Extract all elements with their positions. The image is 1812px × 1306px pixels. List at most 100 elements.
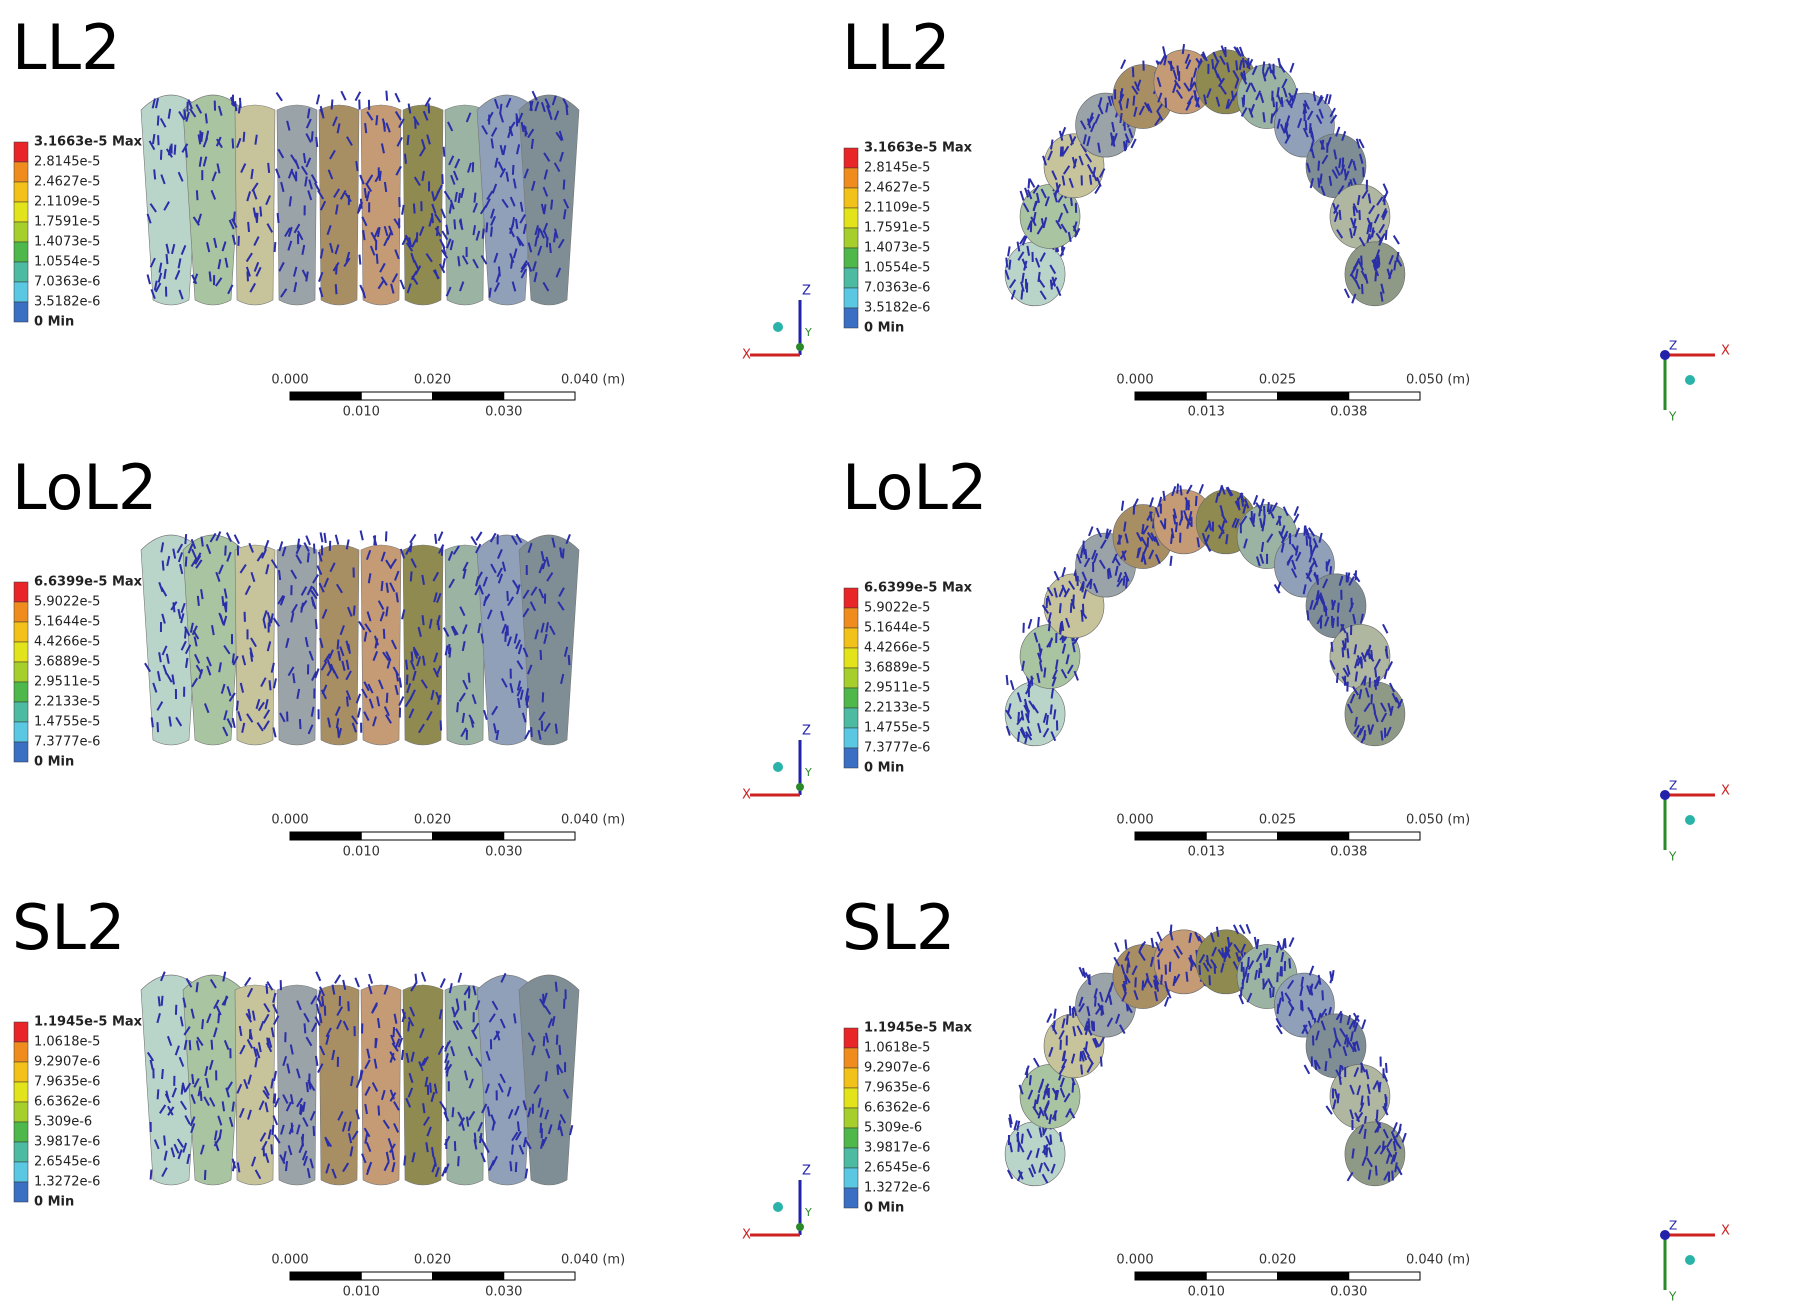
legend-swatch — [843, 627, 859, 649]
displacement-arrow — [445, 1063, 453, 1074]
displacement-arrow — [206, 242, 211, 253]
displacement-arrow — [238, 1025, 243, 1037]
displacement-arrow — [488, 287, 492, 298]
displacement-arrow — [1384, 648, 1389, 659]
displacement-arrow — [405, 1052, 410, 1063]
displacement-arrow — [226, 1081, 233, 1091]
displacement-arrow — [177, 552, 184, 563]
displacement-arrow — [1304, 525, 1309, 536]
displacement-arrow — [329, 149, 336, 160]
scale-segment — [360, 831, 433, 841]
displacement-arrow — [1041, 604, 1050, 614]
displacement-arrow — [191, 1074, 195, 1085]
scale-label: 0.010 — [343, 1285, 380, 1300]
displacement-arrow — [1039, 290, 1047, 300]
displacement-arrow — [1315, 1030, 1320, 1041]
displacement-arrow — [433, 190, 441, 201]
displacement-arrow — [339, 646, 345, 657]
displacement-arrow — [515, 218, 519, 229]
displacement-arrow — [1098, 168, 1106, 178]
displacement-arrow — [221, 596, 225, 607]
tooth — [318, 104, 360, 306]
displacement-arrow — [334, 244, 340, 255]
displacement-arrow — [1084, 1024, 1090, 1036]
displacement-arrow — [1045, 714, 1049, 726]
displacement-arrow — [272, 1115, 279, 1126]
displacement-arrow — [1194, 97, 1201, 108]
displacement-arrow — [1363, 730, 1366, 741]
displacement-arrow — [1041, 1143, 1049, 1154]
displacement-arrow — [1215, 926, 1220, 937]
displacement-arrow — [314, 618, 318, 630]
displacement-arrow — [351, 1130, 359, 1141]
displacement-arrow — [1060, 126, 1067, 137]
displacement-arrow — [166, 555, 171, 567]
displacement-arrow — [522, 1100, 528, 1111]
scale-segment — [432, 1271, 505, 1281]
displacement-arrow — [368, 698, 374, 709]
displacement-arrow — [259, 206, 263, 217]
legend-label: 2.8145e-5 — [864, 161, 930, 176]
displacement-arrow — [1338, 575, 1344, 586]
displacement-arrow — [1119, 112, 1123, 124]
displacement-arrow — [1355, 138, 1361, 149]
legend-label: 2.4627e-5 — [864, 181, 930, 196]
displacement-arrow — [247, 1109, 252, 1120]
displacement-arrow — [1081, 1050, 1088, 1061]
displacement-arrow — [1226, 62, 1231, 73]
displacement-arrow — [200, 589, 204, 600]
legend-swatch — [843, 207, 859, 229]
displacement-arrow — [395, 165, 402, 176]
displacement-arrow — [355, 1109, 360, 1120]
displacement-arrow — [401, 1008, 407, 1019]
displacement-arrow — [310, 706, 315, 717]
displacement-arrow — [1094, 996, 1097, 1007]
displacement-arrow — [238, 97, 242, 108]
displacement-arrow — [1072, 1006, 1078, 1017]
displacement-arrow — [1305, 572, 1313, 583]
displacement-arrow — [1243, 538, 1248, 549]
displacement-arrow — [448, 983, 453, 994]
displacement-arrow — [1045, 1147, 1049, 1158]
displacement-arrow — [1039, 252, 1046, 262]
displacement-arrow — [1133, 81, 1140, 92]
displacement-arrow — [532, 261, 537, 272]
displacement-arrow — [365, 182, 373, 193]
displacement-arrow — [543, 169, 549, 180]
displacement-arrow — [1331, 617, 1335, 629]
displacement-arrow — [426, 710, 433, 721]
displacement-arrow — [150, 288, 156, 300]
displacement-arrow — [157, 996, 161, 1007]
panel-title: LoL2 — [12, 451, 157, 524]
displacement-arrow — [215, 277, 223, 287]
displacement-arrow — [328, 649, 334, 660]
displacement-arrow — [212, 1027, 218, 1038]
displacement-arrow — [372, 716, 377, 727]
displacement-arrow — [214, 1141, 220, 1152]
displacement-arrow — [1026, 245, 1031, 256]
legend-swatch — [13, 661, 29, 683]
displacement-arrow — [440, 208, 447, 219]
displacement-arrow — [380, 143, 385, 154]
displacement-arrow — [409, 660, 416, 671]
displacement-arrow — [1282, 506, 1289, 517]
displacement-arrow — [316, 565, 323, 576]
displacement-arrow — [413, 259, 420, 270]
displacement-arrow — [539, 228, 545, 239]
displacement-arrow — [1142, 554, 1147, 565]
scale-label: 0.040 (m) — [561, 1253, 625, 1268]
displacement-arrow — [1293, 88, 1299, 99]
displacement-arrow — [1140, 536, 1148, 547]
displacement-arrow — [1267, 504, 1273, 515]
displacement-arrow — [1240, 515, 1248, 525]
displacement-arrow — [1173, 79, 1182, 90]
displacement-arrow — [1042, 727, 1050, 738]
displacement-arrow — [263, 539, 270, 550]
displacement-arrow — [554, 723, 558, 734]
displacement-arrow — [197, 134, 202, 145]
displacement-arrow — [1297, 117, 1303, 129]
axis-label: X — [1721, 344, 1730, 359]
displacement-arrow — [527, 542, 533, 553]
displacement-arrow — [516, 660, 524, 670]
displacement-arrow — [1388, 254, 1394, 265]
